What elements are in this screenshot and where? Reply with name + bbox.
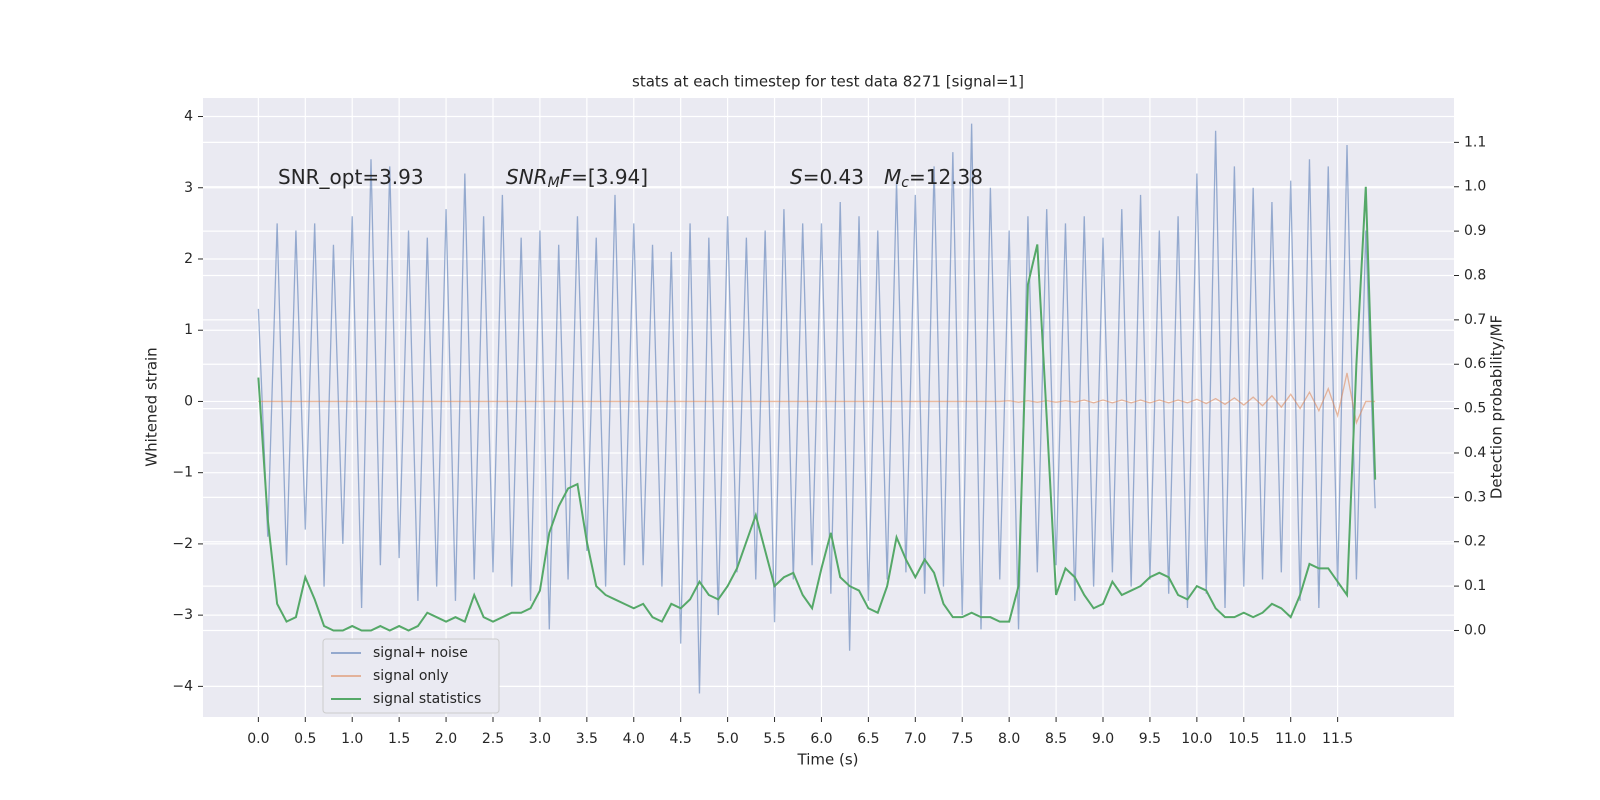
legend-label: signal statistics bbox=[373, 691, 481, 707]
annotation-part: SNR bbox=[506, 165, 548, 189]
x-tick-label: 1.0 bbox=[341, 731, 363, 747]
y-tick-label: −1 bbox=[172, 465, 193, 481]
annotation-part: =12.38 bbox=[909, 165, 983, 189]
x-tick-label: 11.0 bbox=[1275, 731, 1306, 747]
x-axis-title: Time (s) bbox=[797, 751, 859, 769]
series-line bbox=[258, 372, 1376, 425]
annotation: Mc=12.38 bbox=[884, 165, 983, 192]
x-tick-label: 7.0 bbox=[904, 731, 926, 747]
y2-tick-label: 0.0 bbox=[1464, 622, 1486, 638]
y2-tick-label: 0.2 bbox=[1464, 534, 1486, 550]
x-tick-label: 10.0 bbox=[1181, 731, 1212, 747]
y2-tick-label: 0.5 bbox=[1464, 401, 1486, 417]
legend-label: signal only bbox=[373, 668, 448, 684]
x-tick-label: 0.5 bbox=[294, 731, 316, 747]
x-tick-label: 5.5 bbox=[763, 731, 785, 747]
annotation-part: S bbox=[790, 165, 803, 189]
y-tick-label: −3 bbox=[172, 607, 193, 623]
x-tick-label: 2.5 bbox=[482, 731, 504, 747]
annotation-part: F bbox=[560, 165, 572, 189]
x-tick-label: 11.5 bbox=[1322, 731, 1353, 747]
annotation-part: =0.43 bbox=[803, 165, 864, 189]
annotation: S=0.43 bbox=[790, 165, 864, 189]
y-tick-label: 1 bbox=[184, 322, 193, 338]
x-tick-label: 5.0 bbox=[716, 731, 738, 747]
y2-tick-label: 0.3 bbox=[1464, 489, 1486, 505]
x-tick-label: 3.0 bbox=[529, 731, 551, 747]
chart-title: stats at each timestep for test data 827… bbox=[632, 73, 1024, 91]
annotation-part: =[3.94] bbox=[571, 165, 648, 189]
x-tick-label: 4.5 bbox=[670, 731, 692, 747]
annotation-part: SNR_opt=3.93 bbox=[278, 165, 424, 189]
y-tick-label: 0 bbox=[184, 393, 193, 409]
y-tick-label: 3 bbox=[184, 180, 193, 196]
x-tick-label: 9.5 bbox=[1139, 731, 1161, 747]
y-tick-label: −2 bbox=[172, 536, 193, 552]
x-tick-label: 8.5 bbox=[1045, 731, 1067, 747]
y2-tick-label: 1.0 bbox=[1464, 179, 1486, 195]
x-tick-label: 6.0 bbox=[810, 731, 832, 747]
y2-tick-label: 0.4 bbox=[1464, 445, 1486, 461]
y2-tick-label: 1.1 bbox=[1464, 134, 1486, 150]
annotation-part: c bbox=[901, 175, 909, 191]
y-tick-label: 4 bbox=[184, 109, 193, 125]
y2-tick-label: 0.9 bbox=[1464, 223, 1486, 239]
y2-tick-label: 0.7 bbox=[1464, 312, 1486, 328]
x-tick-label: 9.0 bbox=[1092, 731, 1114, 747]
x-tick-label: 8.0 bbox=[998, 731, 1020, 747]
series-line bbox=[257, 123, 1376, 694]
y2-axis-title: Detection probability/MF bbox=[1488, 315, 1506, 499]
y2-tick-label: 0.1 bbox=[1464, 578, 1486, 594]
series-line bbox=[257, 186, 1377, 632]
y2-tick-label: 0.6 bbox=[1464, 356, 1486, 372]
legend-box bbox=[322, 638, 500, 714]
x-tick-label: 2.0 bbox=[435, 731, 457, 747]
x-tick-label: 6.5 bbox=[857, 731, 879, 747]
x-tick-label: 0.0 bbox=[247, 731, 269, 747]
annotation: SNRMF=[3.94] bbox=[506, 165, 648, 192]
annotation-part: M bbox=[884, 165, 901, 189]
y2-tick-label: 0.8 bbox=[1464, 267, 1486, 283]
y-axis-title: Whitened strain bbox=[143, 347, 161, 466]
annotation: SNR_opt=3.93 bbox=[278, 165, 424, 189]
x-tick-label: 3.5 bbox=[576, 731, 598, 747]
legend-label: signal+ noise bbox=[373, 645, 468, 661]
x-tick-label: 4.0 bbox=[623, 731, 645, 747]
x-tick-label: 7.5 bbox=[951, 731, 973, 747]
y-tick-label: 2 bbox=[184, 251, 193, 267]
annotation-part: M bbox=[548, 175, 560, 191]
x-tick-label: 1.5 bbox=[388, 731, 410, 747]
y-tick-label: −4 bbox=[172, 678, 193, 694]
x-tick-label: 10.5 bbox=[1228, 731, 1259, 747]
